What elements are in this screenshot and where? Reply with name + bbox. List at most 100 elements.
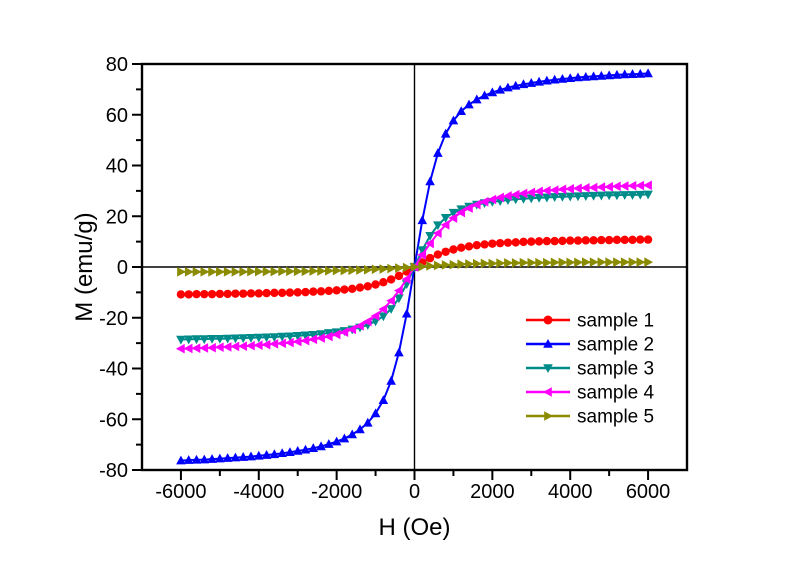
- data-point-marker: [340, 285, 349, 294]
- data-point-marker: [401, 308, 412, 318]
- data-point-marker: [355, 424, 365, 434]
- data-point-marker: [480, 240, 489, 249]
- data-point-marker: [348, 284, 357, 294]
- data-point-marker: [558, 236, 567, 246]
- legend-label: sample 2: [577, 335, 654, 356]
- data-point-marker: [495, 84, 505, 94]
- data-point-marker: [340, 265, 350, 276]
- data-point-marker: [502, 191, 512, 201]
- data-point-marker: [534, 237, 544, 246]
- data-point-marker: [222, 453, 233, 462]
- legend-marker: [544, 411, 553, 421]
- data-point-marker: [488, 258, 498, 269]
- data-point-marker: [285, 288, 295, 297]
- data-point-marker: [605, 257, 615, 267]
- data-point-marker: [611, 181, 621, 192]
- data-point-marker: [635, 180, 645, 191]
- data-point-marker: [316, 441, 326, 451]
- data-point-marker: [175, 343, 185, 354]
- data-point-marker: [207, 289, 217, 299]
- data-point-marker: [285, 447, 295, 457]
- data-point-marker: [246, 289, 256, 298]
- legend-marker: [543, 364, 553, 373]
- data-point-marker: [246, 451, 256, 461]
- data-point-marker: [487, 194, 497, 205]
- plot-frame: [140, 62, 689, 472]
- data-point-marker: [191, 343, 201, 353]
- data-point-marker: [534, 193, 544, 203]
- data-point-marker: [316, 333, 325, 343]
- data-point-marker: [239, 267, 249, 277]
- legend-entry: sample 2: [526, 335, 654, 356]
- data-point-marker: [386, 275, 396, 284]
- data-point-marker: [199, 343, 209, 353]
- data-point-marker: [269, 449, 280, 459]
- data-point-marker: [604, 191, 614, 201]
- data-point-marker: [216, 267, 225, 277]
- data-point-marker: [588, 71, 599, 81]
- data-point-marker: [324, 329, 334, 338]
- data-point-marker: [362, 417, 373, 427]
- data-point-marker: [588, 182, 598, 193]
- data-point-marker: [207, 335, 217, 344]
- data-point-marker: [495, 192, 504, 203]
- data-point-marker: [332, 286, 341, 295]
- data-point-marker: [378, 304, 388, 314]
- data-point-marker: [596, 191, 607, 201]
- y-axis-title: M (emu/g): [71, 212, 98, 321]
- data-point-marker: [549, 185, 559, 195]
- data-point-marker: [518, 79, 529, 89]
- data-point-marker: [386, 295, 395, 306]
- data-point-marker: [557, 73, 568, 83]
- data-point-marker: [464, 99, 474, 109]
- data-point-marker: [526, 187, 536, 198]
- data-point-marker: [425, 231, 435, 241]
- data-point-marker: [425, 253, 435, 263]
- data-point-marker: [433, 250, 443, 259]
- data-point-marker: [581, 236, 590, 245]
- data-point-marker: [176, 455, 186, 465]
- y-tick-label: -40: [99, 359, 128, 381]
- data-point-marker: [511, 238, 520, 247]
- data-point-marker: [347, 429, 358, 439]
- series-sample-2: [176, 68, 653, 465]
- data-point-marker: [246, 340, 255, 351]
- data-point-marker: [580, 183, 590, 193]
- data-point-marker: [191, 335, 202, 345]
- data-point-marker: [331, 329, 341, 340]
- data-point-marker: [284, 337, 294, 348]
- data-point-marker: [379, 264, 389, 274]
- data-point-marker: [401, 274, 411, 284]
- data-point-marker: [363, 264, 373, 275]
- data-point-marker: [238, 334, 249, 344]
- data-point-marker: [613, 257, 622, 267]
- data-point-marker: [394, 271, 404, 281]
- data-point-marker: [534, 76, 544, 86]
- data-point-marker: [393, 285, 403, 296]
- data-point-marker: [417, 246, 428, 255]
- data-point-marker: [277, 338, 286, 349]
- data-point-marker: [643, 235, 653, 244]
- data-point-marker: [433, 221, 443, 231]
- data-point-marker: [293, 288, 302, 297]
- data-point-marker: [309, 266, 319, 276]
- data-point-marker: [496, 258, 506, 268]
- data-point-marker: [643, 190, 653, 200]
- data-point-marker: [440, 213, 451, 223]
- data-point-marker: [627, 181, 637, 191]
- data-point-marker: [348, 265, 358, 276]
- data-point-marker: [510, 189, 520, 200]
- data-point-marker: [215, 335, 225, 344]
- data-point-marker: [410, 262, 420, 272]
- data-point-marker: [300, 335, 310, 346]
- data-point-marker: [200, 267, 210, 277]
- data-point-marker: [433, 148, 443, 157]
- data-point-marker: [301, 287, 310, 297]
- data-point-marker: [558, 257, 568, 268]
- data-point-marker: [308, 443, 319, 452]
- data-point-marker: [214, 342, 224, 352]
- x-tick-label: 6000: [626, 481, 671, 503]
- data-point-marker: [550, 236, 559, 246]
- data-point-marker: [580, 192, 591, 201]
- data-point-marker: [542, 75, 552, 85]
